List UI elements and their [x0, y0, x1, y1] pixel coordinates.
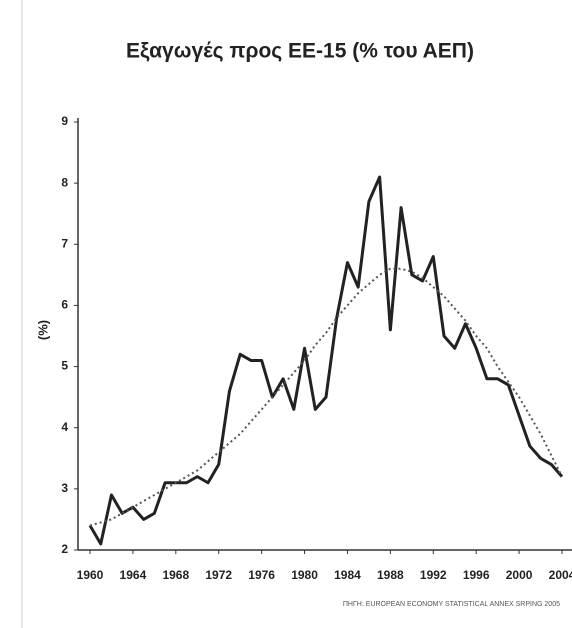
- y-axis-label: (%): [35, 320, 50, 340]
- trend-line: [89, 267, 563, 527]
- x-tick-label: 1996: [463, 568, 490, 582]
- y-tick-label: 3: [61, 481, 68, 495]
- x-tick-label: 1972: [205, 568, 232, 582]
- y-tick-label: 2: [61, 542, 68, 556]
- x-tick-label: 2004: [549, 568, 572, 582]
- chart-title: Εξαγωγές προς ΕΕ-15 (% του ΑΕΠ): [126, 40, 474, 63]
- source-note: ΠΗΓΗ: EUROPEAN ECONOMY STATISTICAL ANNEX…: [343, 601, 560, 608]
- y-tick-label: 5: [61, 359, 68, 373]
- x-tick-label: 1984: [334, 568, 361, 582]
- y-tick-label: 4: [61, 420, 68, 434]
- x-tick-label: 1960: [77, 568, 104, 582]
- y-tick-label: 8: [61, 175, 68, 189]
- x-tick-label: 2000: [506, 568, 533, 582]
- y-tick-label: 6: [61, 298, 68, 312]
- y-tick-label: 9: [61, 114, 68, 128]
- x-tick-label: 1988: [377, 568, 404, 582]
- x-tick-label: 1968: [162, 568, 189, 582]
- data-line: [88, 175, 564, 546]
- x-tick-label: 1976: [248, 568, 275, 582]
- x-tick-label: 1964: [120, 568, 147, 582]
- x-tick-label: 1992: [420, 568, 447, 582]
- x-tick-label: 1980: [291, 568, 318, 582]
- y-tick-label: 7: [61, 236, 68, 250]
